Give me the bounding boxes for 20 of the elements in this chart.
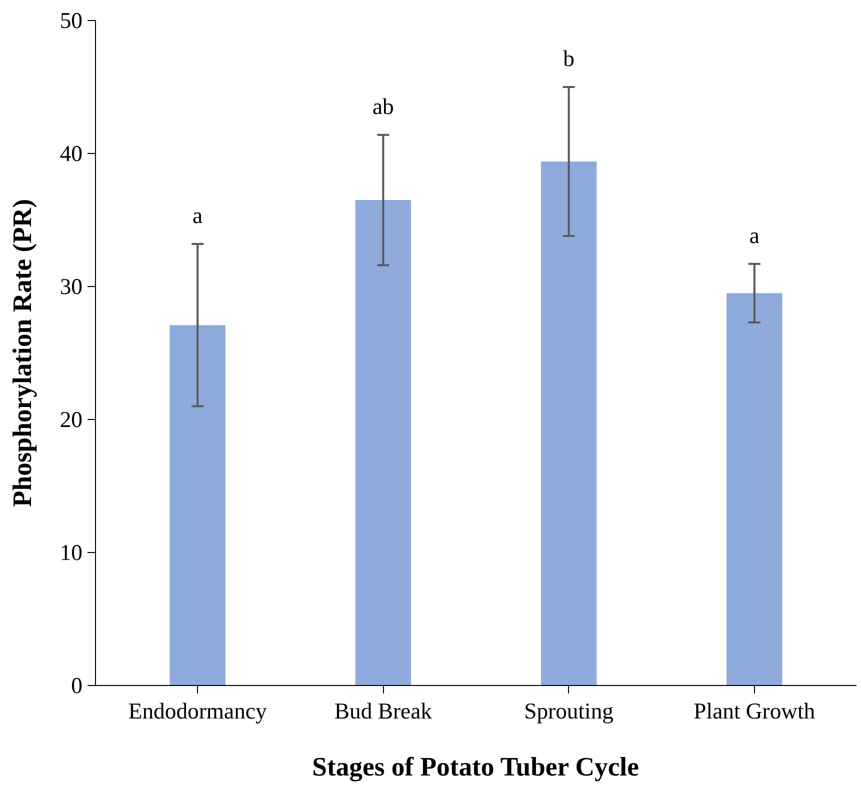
- bar: [726, 293, 782, 686]
- bar: [540, 161, 597, 686]
- annotation: a: [192, 202, 203, 228]
- y-tick-label: 0: [71, 673, 82, 698]
- x-tick-label: Sprouting: [524, 698, 614, 724]
- x-tick-label: Plant Growth: [694, 698, 816, 724]
- bar: [355, 200, 412, 686]
- y-axis-title: Phosphorylation Rate (PR): [6, 198, 37, 508]
- x-axis-title: Stages of Potato Tuber Cycle: [312, 752, 640, 782]
- annotation: ab: [372, 94, 394, 119]
- x-tick-label: Endodormancy: [128, 698, 268, 724]
- x-tick-label: Bud Break: [334, 698, 433, 724]
- y-tick-label: 40: [60, 141, 82, 166]
- bar: [170, 325, 226, 686]
- y-tick-label: 30: [60, 274, 82, 299]
- annotation: b: [563, 46, 574, 71]
- annotation: a: [749, 222, 760, 248]
- y-tick-label: 10: [60, 540, 82, 565]
- y-tick-label: 50: [60, 8, 82, 33]
- y-tick-label: 20: [60, 407, 82, 432]
